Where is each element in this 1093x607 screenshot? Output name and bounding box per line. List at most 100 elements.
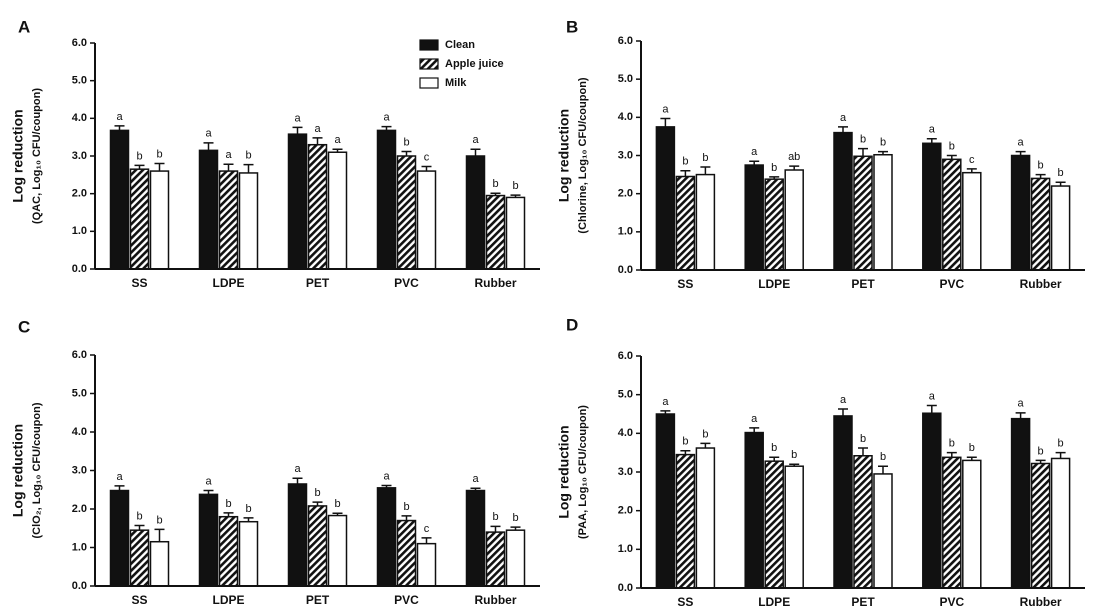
bar	[785, 466, 803, 588]
bar	[874, 474, 892, 588]
significance-letter: b	[492, 178, 498, 190]
y-tick-label: 4.0	[618, 427, 633, 439]
significance-letter: b	[860, 433, 866, 445]
bar	[656, 414, 674, 588]
bar	[151, 542, 169, 586]
y-tick-label: 5.0	[72, 387, 87, 399]
bar	[834, 416, 852, 588]
significance-letter: a	[116, 111, 123, 123]
x-tick-label: LDPE	[212, 276, 244, 290]
significance-letter: a	[383, 112, 390, 124]
legend-label: Milk	[445, 77, 467, 89]
bar	[418, 544, 436, 586]
bar	[289, 484, 307, 586]
significance-letter: a	[205, 475, 212, 487]
significance-letter: a	[314, 123, 321, 135]
bar	[765, 461, 783, 588]
bar	[467, 156, 485, 269]
y-tick-label: 1.0	[618, 226, 633, 238]
bar	[785, 170, 803, 270]
bar	[200, 494, 218, 586]
y-tick-label: 0.0	[618, 264, 633, 276]
panel-label: A	[18, 17, 30, 36]
x-tick-label: SS	[131, 276, 147, 290]
bar	[854, 456, 872, 588]
panel-label: C	[18, 317, 30, 336]
bar	[378, 130, 396, 269]
y-axis-title: Log reduction	[10, 109, 26, 202]
significance-letter: b	[771, 442, 777, 454]
y-tick-label: 4.0	[72, 112, 87, 124]
bar	[745, 165, 763, 270]
bar	[398, 521, 416, 586]
y-tick-label: 5.0	[618, 73, 633, 85]
significance-letter: b	[682, 436, 688, 448]
significance-letter: a	[383, 470, 390, 482]
significance-letter: a	[1018, 137, 1025, 149]
x-tick-label: Rubber	[475, 593, 517, 607]
significance-letter: b	[136, 510, 142, 522]
significance-letter: a	[929, 390, 936, 402]
significance-letter: b	[225, 498, 231, 510]
significance-letter: a	[225, 149, 232, 161]
x-tick-label: Rubber	[1020, 277, 1062, 291]
y-tick-label: 6.0	[72, 349, 87, 361]
y-tick-label: 1.0	[72, 225, 87, 237]
bar	[923, 413, 941, 588]
bar	[507, 530, 525, 586]
x-tick-label: PET	[851, 277, 875, 291]
significance-letter: b	[334, 498, 340, 510]
y-tick-label: 5.0	[618, 389, 633, 401]
bar	[656, 127, 674, 270]
significance-letter: b	[702, 428, 708, 440]
significance-letter: b	[1038, 445, 1044, 457]
significance-letter: a	[116, 471, 123, 483]
y-tick-label: 3.0	[618, 466, 633, 478]
significance-letter: b	[512, 512, 518, 524]
x-tick-label: PET	[306, 276, 330, 290]
bar	[220, 517, 238, 586]
y-tick-label: 1.0	[72, 541, 87, 553]
bar	[834, 133, 852, 270]
y-tick-label: 6.0	[618, 350, 633, 362]
legend-label: Clean	[445, 39, 475, 51]
bar	[329, 152, 347, 269]
x-tick-label: Rubber	[475, 276, 517, 290]
significance-letter: b	[771, 162, 777, 174]
y-axis-subtitle: (PAA, Log₁₀ CFU/coupon)	[577, 405, 589, 539]
y-tick-label: 2.0	[618, 188, 633, 200]
bar	[923, 143, 941, 270]
significance-letter: b	[949, 438, 955, 450]
bar	[943, 457, 961, 588]
significance-letter: b	[403, 501, 409, 513]
y-tick-label: 6.0	[72, 37, 87, 49]
significance-letter: b	[492, 511, 498, 523]
significance-letter: b	[791, 449, 797, 461]
significance-letter: b	[860, 134, 866, 146]
significance-letter: c	[424, 523, 430, 535]
y-tick-label: 4.0	[618, 111, 633, 123]
legend-swatch	[420, 40, 438, 50]
y-tick-label: 0.0	[72, 580, 87, 592]
bar	[418, 171, 436, 269]
bar	[745, 433, 763, 588]
significance-letter: a	[334, 134, 341, 146]
significance-letter: b	[156, 148, 162, 160]
bar	[111, 491, 129, 586]
y-tick-label: 0.0	[618, 582, 633, 594]
significance-letter: a	[294, 463, 301, 475]
bar	[943, 159, 961, 270]
bar	[676, 455, 694, 588]
x-tick-label: LDPE	[758, 595, 790, 607]
significance-letter: b	[245, 150, 251, 162]
figure: A Log reduction (QAC, Log₁₀ CFU/coupon) 0.0…	[0, 0, 1093, 607]
bar	[1032, 463, 1050, 588]
significance-letter: a	[840, 394, 847, 406]
significance-letter: b	[702, 152, 708, 164]
y-axis-subtitle: (QAC, Log₁₀ CFU/coupon)	[31, 88, 43, 224]
significance-letter: b	[969, 442, 975, 454]
significance-letter: b	[1038, 159, 1044, 171]
bar	[487, 532, 505, 586]
significance-letter: a	[662, 103, 669, 115]
significance-letter: b	[880, 137, 886, 149]
